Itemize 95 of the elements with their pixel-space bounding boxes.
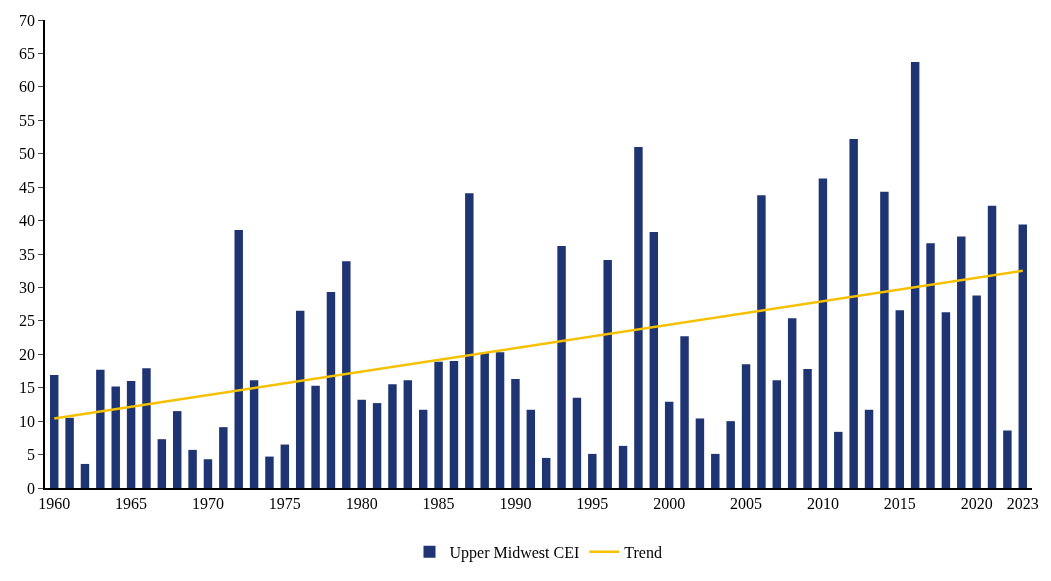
- bar: [757, 195, 766, 488]
- bar: [557, 245, 566, 488]
- bar: [572, 397, 582, 488]
- bar: [664, 401, 674, 488]
- y-tick-label: 30: [19, 279, 36, 297]
- y-tick-label: 65: [19, 45, 36, 63]
- x-tick-label: 2005: [730, 494, 763, 512]
- x-tick-label: 1975: [268, 494, 301, 512]
- bar: [388, 384, 397, 488]
- bar: [65, 417, 74, 488]
- bar: [1018, 224, 1027, 488]
- bar: [926, 243, 935, 488]
- bar: [834, 431, 843, 488]
- bar: [96, 369, 105, 488]
- bar: [465, 193, 474, 488]
- bar: [495, 352, 505, 488]
- bar: [526, 409, 536, 488]
- bar: [634, 147, 643, 488]
- y-tick-label: 25: [19, 312, 36, 330]
- x-tick-label: 2000: [653, 494, 686, 512]
- bar: [449, 360, 459, 488]
- legend-label: Upper Midwest CEI: [449, 543, 580, 562]
- bar: [111, 386, 120, 488]
- y-tick-label: 50: [19, 145, 36, 163]
- bar: [342, 261, 351, 488]
- bar: [326, 292, 336, 488]
- bar: [418, 409, 428, 488]
- bar: [249, 380, 259, 488]
- bar: [80, 463, 90, 488]
- x-tick-label: 1985: [422, 494, 455, 512]
- x-tick-label: 1990: [499, 494, 532, 512]
- y-tick-label: 20: [19, 345, 36, 363]
- y-tick-label: 15: [19, 379, 36, 397]
- bar: [172, 411, 182, 488]
- bar: [895, 310, 905, 488]
- bar: [880, 191, 889, 488]
- bar: [772, 380, 782, 488]
- x-tick-label: 1960: [38, 494, 71, 512]
- bar: [1003, 430, 1012, 488]
- bar: [680, 336, 689, 488]
- x-tick-label: 2015: [883, 494, 916, 512]
- legend-label: Trend: [624, 543, 662, 561]
- bar: [372, 403, 382, 488]
- bar: [541, 457, 551, 488]
- y-tick-label: 0: [27, 479, 36, 497]
- bar: [434, 361, 443, 488]
- bar: [987, 205, 997, 488]
- bar: [695, 418, 705, 488]
- bar: [849, 139, 858, 488]
- bar: [972, 295, 981, 488]
- bar: [941, 312, 951, 488]
- bar: [864, 409, 874, 488]
- bar: [203, 459, 213, 488]
- bar: [188, 449, 197, 488]
- bar: [280, 444, 290, 488]
- x-tick-label: 1965: [115, 494, 148, 512]
- bar: [357, 399, 366, 488]
- y-tick-label: 60: [19, 78, 36, 96]
- bar: [311, 385, 320, 488]
- bar: [818, 178, 828, 488]
- y-tick-label: 45: [19, 178, 36, 196]
- x-tick-label: 1995: [576, 494, 609, 512]
- bar: [480, 352, 489, 488]
- bar: [234, 229, 243, 488]
- y-tick-label: 55: [19, 111, 36, 129]
- bar: [126, 381, 136, 488]
- y-tick-label: 35: [19, 245, 36, 263]
- bar: [957, 236, 966, 488]
- bar: [711, 453, 720, 488]
- bar: [726, 421, 735, 488]
- bar: [787, 318, 797, 488]
- bar: [618, 445, 628, 488]
- bar: [741, 364, 751, 488]
- bar: [603, 260, 612, 488]
- bar: [803, 368, 812, 488]
- x-tick-label: 2023: [1006, 494, 1039, 512]
- bar: [50, 375, 59, 488]
- bar: [265, 456, 274, 488]
- bar: [295, 310, 305, 488]
- y-tick-label: 40: [19, 212, 36, 230]
- x-tick-label: 2010: [806, 494, 839, 512]
- x-tick-label: 1980: [345, 494, 378, 512]
- bar: [511, 379, 520, 488]
- bar: [588, 453, 597, 488]
- bar: [157, 439, 167, 488]
- bar: [142, 368, 151, 488]
- y-tick-label: 10: [19, 412, 36, 430]
- x-tick-label: 2020: [960, 494, 993, 512]
- bar: [403, 380, 413, 488]
- y-tick-label: 5: [27, 446, 36, 464]
- x-tick-label: 1970: [191, 494, 224, 512]
- bar: [649, 231, 659, 488]
- y-tick-label: 70: [19, 11, 36, 29]
- bar: [219, 427, 228, 488]
- bar: [910, 62, 920, 488]
